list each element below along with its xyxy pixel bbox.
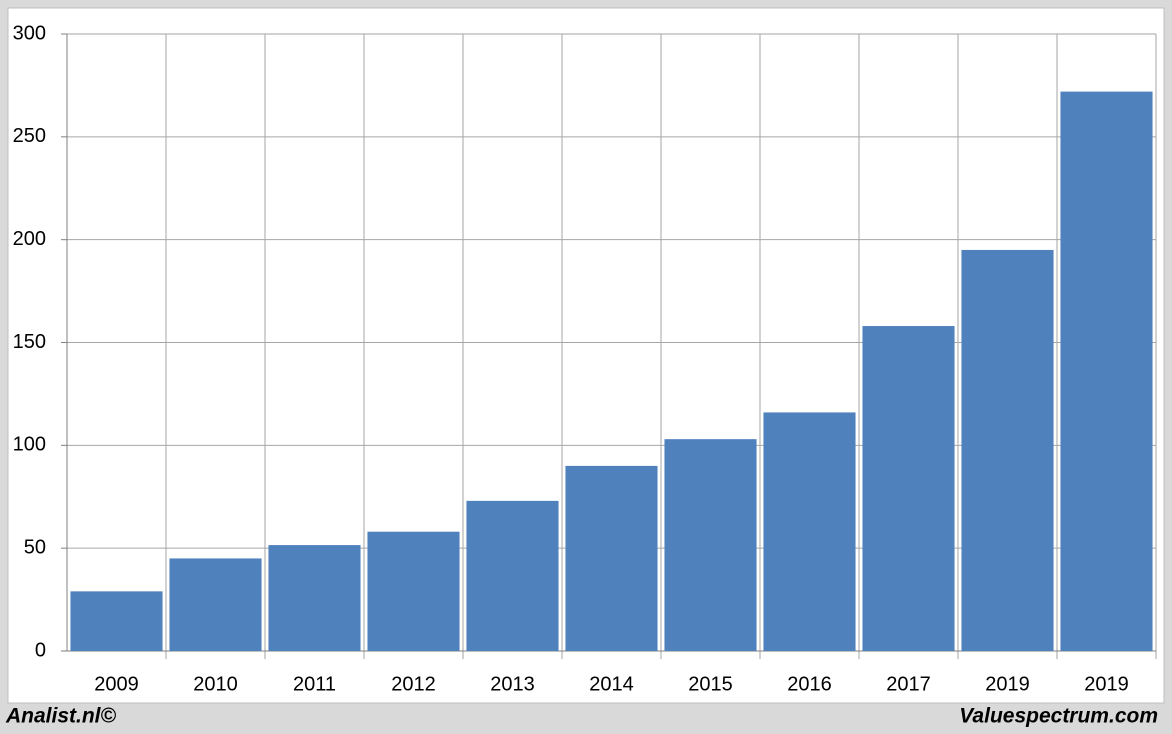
bar (961, 249, 1054, 651)
x-tick-label: 2017 (886, 673, 931, 695)
x-tick-label: 2012 (391, 673, 436, 695)
x-tick-label: 2019 (985, 673, 1030, 695)
y-tick-label: 300 (13, 22, 46, 44)
x-tick-label: 2015 (688, 673, 733, 695)
x-tick-label: 2013 (490, 673, 535, 695)
bar (664, 439, 757, 651)
y-tick-label: 0 (35, 639, 46, 661)
x-tick-label: 2016 (787, 673, 832, 695)
bar (565, 465, 658, 651)
bar (169, 558, 262, 651)
x-tick-label: 2010 (193, 673, 238, 695)
y-tick-label: 150 (13, 331, 46, 353)
bar (70, 591, 163, 651)
x-tick-label: 2011 (293, 673, 336, 695)
bar (466, 500, 559, 651)
footer-right: Valuespectrum.com (959, 705, 1158, 728)
footer-left: Analist.nl© (5, 705, 117, 728)
y-tick-label: 200 (13, 228, 46, 250)
y-tick-label: 250 (13, 125, 46, 147)
y-tick-label: 100 (13, 434, 46, 456)
x-tick-label: 2019 (1084, 673, 1129, 695)
bar (1060, 91, 1153, 651)
bar (268, 545, 361, 651)
bar (367, 531, 460, 651)
y-tick-label: 50 (24, 536, 46, 558)
bar (763, 412, 856, 651)
x-tick-label: 2009 (94, 673, 139, 695)
x-tick-label: 2014 (589, 673, 634, 695)
bar (862, 326, 955, 651)
